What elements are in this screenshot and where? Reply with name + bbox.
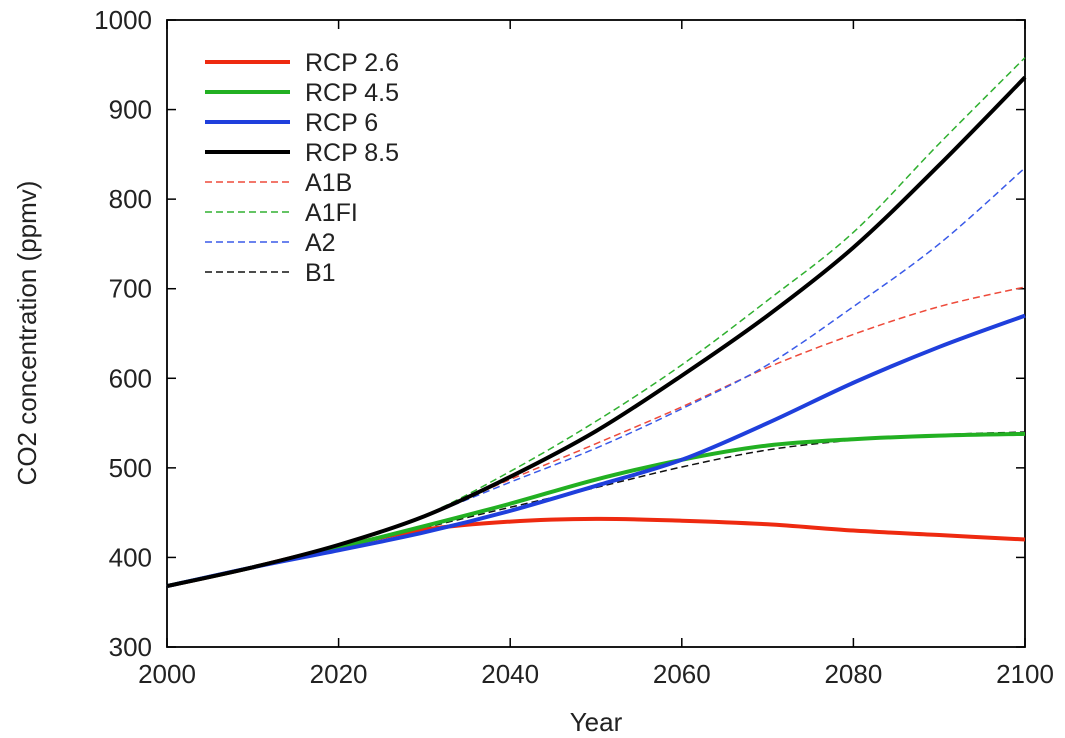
legend-label: RCP 2.6 xyxy=(305,49,399,77)
series-line-a2 xyxy=(166,167,1026,587)
series-line-rcp-8-5 xyxy=(166,75,1027,589)
series-line-a1fi xyxy=(166,57,1026,587)
legend-label: A2 xyxy=(305,229,336,257)
plot-frame xyxy=(166,19,1026,648)
series-lines xyxy=(166,57,1027,589)
y-tick-label: 800 xyxy=(109,184,152,214)
series-line-rcp-4-5 xyxy=(166,431,1026,589)
x-tick-label: 2060 xyxy=(653,659,711,689)
series-line-rcp-2-6 xyxy=(166,516,1026,589)
y-tick-label: 900 xyxy=(109,95,152,125)
legend-label: RCP 6 xyxy=(305,109,378,137)
series-line-b1 xyxy=(166,431,1026,587)
legend-label: A1FI xyxy=(305,199,358,227)
y-tick-label: 700 xyxy=(109,274,152,304)
legend-label: RCP 4.5 xyxy=(305,79,399,107)
x-tick-label: 2100 xyxy=(996,659,1054,689)
ticks: 2000 2020 2040 2060 2080 2100 300 400 500 600 700 8… xyxy=(94,5,1054,689)
series-line-rcp-6 xyxy=(166,313,1026,589)
y-tick-label: 1000 xyxy=(94,5,152,35)
x-tick-label: 2040 xyxy=(481,659,539,689)
x-tick-label: 2080 xyxy=(824,659,882,689)
y-tick-label: 400 xyxy=(109,542,152,572)
x-tick-label: 2020 xyxy=(310,659,368,689)
y-tick-label: 600 xyxy=(109,363,152,393)
legend-label: RCP 8.5 xyxy=(305,139,399,167)
legend-label: B1 xyxy=(305,259,336,287)
y-tick-label: 300 xyxy=(109,632,152,662)
x-axis-label: Year xyxy=(570,707,623,737)
y-axis-label: CO2 concentration (ppmv) xyxy=(12,181,42,486)
legend-label: A1B xyxy=(305,169,352,197)
y-tick-label: 500 xyxy=(109,453,152,483)
x-tick-label: 2000 xyxy=(138,659,196,689)
